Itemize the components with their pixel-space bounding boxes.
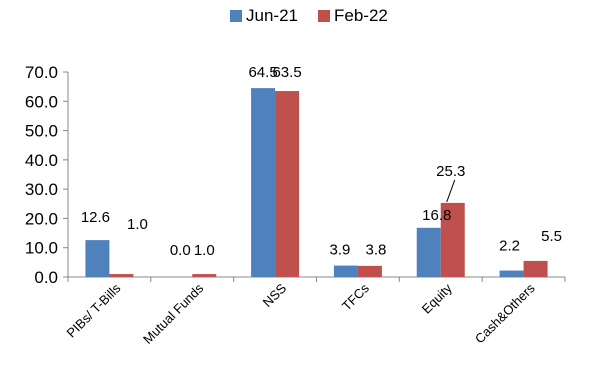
- data-label-feb-22-nss: 63.5: [272, 64, 301, 81]
- y-tick-label: 0.0: [34, 268, 58, 287]
- bar-jun-21-nss: [251, 88, 276, 277]
- y-axis: 0.0 10.0 20.0 30.0 40.0 50.0 60.0 70.0: [25, 63, 69, 287]
- y-tick-label: 70.0: [25, 63, 58, 82]
- data-label-jun-21-tfcs: 3.9: [329, 242, 350, 259]
- data-label-feb-22-cash-others: 5.5: [541, 228, 562, 245]
- x-tick-label-pibs-t-bills: PIBs/ T-Bills: [64, 280, 124, 340]
- bar-feb-22-mutual-funds: [192, 274, 217, 277]
- legend-swatch-jun-21: [230, 10, 242, 22]
- legend: Jun-21 Feb-22: [230, 6, 388, 25]
- x-axis: PIBs/ T-Bills Mutual Funds NSS TFCs Equity Ca…: [64, 276, 566, 347]
- bar-jun-21-tfcs: [333, 265, 358, 277]
- y-tick-label: 40.0: [25, 151, 58, 170]
- y-tick-label: 20.0: [25, 209, 58, 228]
- y-tick-label: 10.0: [25, 239, 58, 258]
- y-tick-label: 30.0: [25, 180, 58, 199]
- legend-swatch-feb-22: [318, 10, 330, 22]
- bar-feb-22-nss: [275, 91, 300, 278]
- bar-jun-21-pibs-t-bills: [85, 240, 110, 277]
- data-label-feb-22-equity: 25.3: [436, 163, 465, 180]
- bar-feb-22-cash-others: [523, 260, 548, 277]
- data-label-jun-21-equity: 16.8: [422, 207, 451, 224]
- bar-feb-22-pibs-t-bills: [109, 274, 134, 277]
- x-tick-label-tfcs: TFCs: [339, 280, 372, 313]
- data-label-jun-21-nss: 64.5: [248, 64, 277, 81]
- data-label-leader-line: [446, 179, 456, 203]
- legend-label-jun-21: Jun-21: [246, 6, 298, 25]
- x-tick-label-mutual-funds: Mutual Funds: [140, 280, 207, 347]
- bars: [85, 88, 548, 278]
- y-tick-label: 50.0: [25, 122, 58, 141]
- x-tick-label-cash-others: Cash&Others: [472, 280, 538, 346]
- data-label-feb-22-mutual-funds: 1.0: [194, 242, 215, 259]
- bar-jun-21-equity: [416, 227, 441, 277]
- data-label-feb-22-tfcs: 3.8: [365, 242, 386, 259]
- y-tick-label: 60.0: [25, 92, 58, 111]
- data-label-jun-21-pibs-t-bills: 12.6: [81, 209, 110, 226]
- data-label-jun-21-cash-others: 2.2: [499, 238, 520, 255]
- data-labels: 12.6 1.00.0 1.064.563.53.9 3.816.825.32.25.…: [81, 64, 562, 259]
- x-tick-label-nss: NSS: [260, 280, 290, 310]
- bar-feb-22-tfcs: [357, 265, 382, 277]
- data-label-feb-22-pibs-t-bills: 1.0: [127, 216, 148, 233]
- data-label-jun-21-mutual-funds: 0.0: [170, 242, 191, 259]
- bar-feb-22-equity: [440, 202, 465, 277]
- bar-jun-21-cash-others: [499, 270, 524, 277]
- legend-label-feb-22: Feb-22: [334, 6, 388, 25]
- x-tick-label-equity: Equity: [419, 280, 456, 317]
